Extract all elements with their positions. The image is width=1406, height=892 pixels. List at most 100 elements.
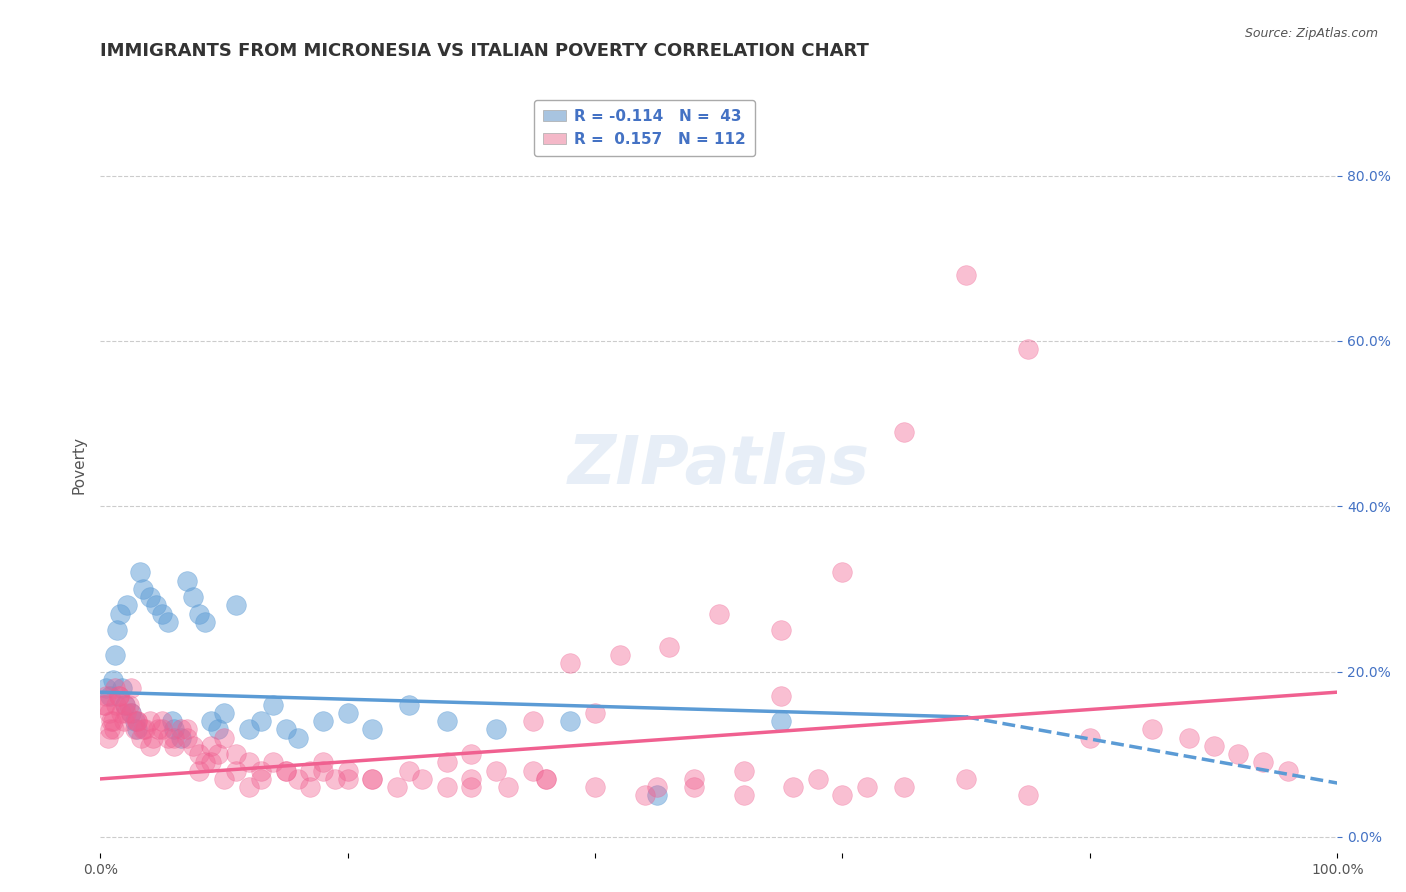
Point [107,690,129,704]
Point [312,756,335,770]
Point [100,714,122,728]
Point [176,731,198,745]
Point [299,764,322,778]
Point [111,681,134,695]
Point [96,681,118,695]
Point [129,731,152,745]
Point [769,690,792,704]
Point [138,590,160,604]
Point [274,764,297,778]
Point [176,723,198,737]
Text: IMMIGRANTS FROM MICRONESIA VS ITALIAN POVERTY CORRELATION CHART: IMMIGRANTS FROM MICRONESIA VS ITALIAN PO… [100,42,869,60]
Point [138,739,160,753]
Point [101,714,124,728]
Point [104,681,127,695]
Point [683,780,706,794]
Point [560,714,582,728]
Point [132,723,155,737]
Point [98,723,121,737]
Point [460,747,482,761]
Point [188,764,211,778]
Point [1227,747,1250,761]
Point [134,723,156,737]
Point [831,789,853,803]
Point [181,739,204,753]
Point [385,780,408,794]
Point [207,747,229,761]
Point [93,698,115,712]
Text: ZIPatlas: ZIPatlas [568,432,870,498]
Point [609,648,631,662]
Point [96,731,118,745]
Point [138,714,160,728]
Point [856,780,879,794]
Point [1140,723,1163,737]
Point [683,772,706,786]
Point [163,739,186,753]
Point [250,772,273,786]
Point [361,723,384,737]
Point [299,780,322,794]
Point [207,723,229,737]
Point [436,756,458,770]
Point [148,723,170,737]
Point [336,706,359,720]
Point [238,723,260,737]
Point [1017,789,1039,803]
Point [262,756,284,770]
Point [645,789,668,803]
Point [96,690,118,704]
Point [250,714,273,728]
Point [633,789,655,803]
Point [560,657,582,671]
Point [262,698,284,712]
Point [498,780,520,794]
Point [97,706,120,720]
Point [1251,756,1274,770]
Point [534,772,557,786]
Point [460,772,482,786]
Point [157,615,180,629]
Point [225,599,247,613]
Point [163,731,186,745]
Point [411,772,433,786]
Point [485,723,508,737]
Point [115,706,138,720]
Point [160,714,183,728]
Point [893,425,915,439]
Point [120,681,142,695]
Point [169,723,191,737]
Text: Source: ZipAtlas.com: Source: ZipAtlas.com [1244,27,1378,40]
Point [142,731,165,745]
Point [200,714,222,728]
Point [181,590,204,604]
Point [287,731,309,745]
Point [312,764,335,778]
Point [287,772,309,786]
Point [150,607,173,621]
Point [1202,739,1225,753]
Point [583,706,606,720]
Point [769,714,792,728]
Point [361,772,384,786]
Point [212,772,235,786]
Point [225,764,247,778]
Point [127,723,149,737]
Point [583,780,606,794]
Point [200,756,222,770]
Point [176,574,198,588]
Point [312,714,335,728]
Point [398,698,420,712]
Point [831,566,853,580]
Point [104,648,127,662]
Point [107,623,129,637]
Point [94,698,117,712]
Point [188,607,211,621]
Point [1017,343,1039,357]
Point [212,706,235,720]
Point [169,731,191,745]
Point [145,599,167,613]
Point [361,772,384,786]
Point [769,623,792,637]
Point [1277,764,1299,778]
